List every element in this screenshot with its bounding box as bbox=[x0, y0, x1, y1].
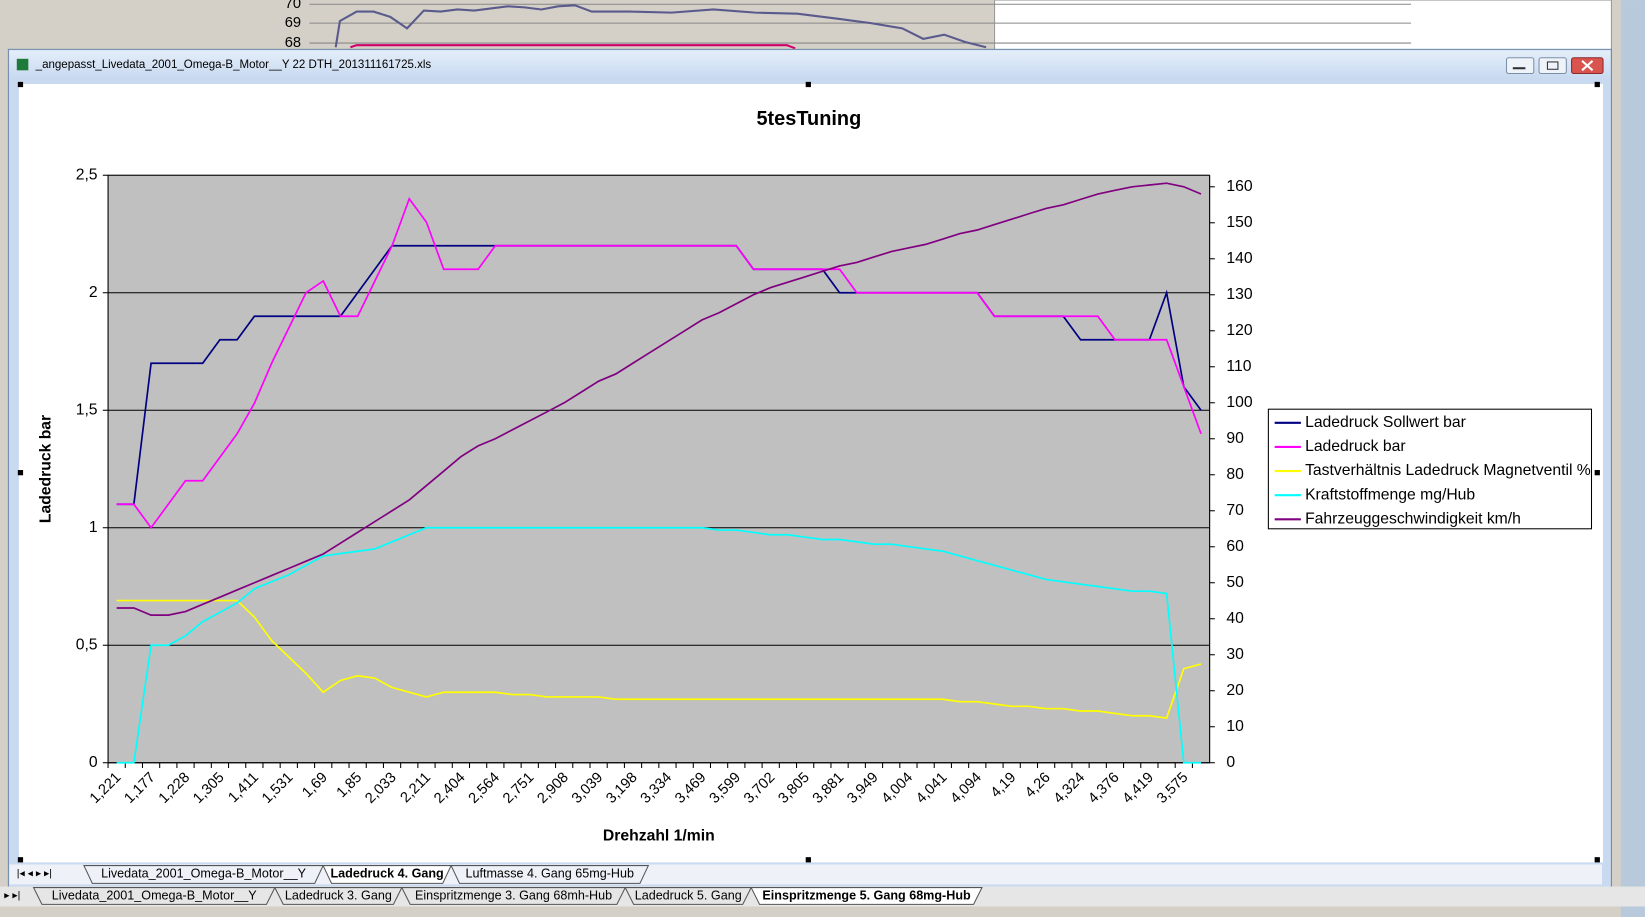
close-icon bbox=[1581, 60, 1594, 72]
restore-icon bbox=[1546, 61, 1559, 70]
background-tab-label[interactable]: Livedata_2001_Omega-B_Motor__Y bbox=[52, 888, 257, 902]
background-tab[interactable] bbox=[274, 887, 403, 905]
background-tab-nav[interactable]: ▸ ▸| bbox=[4, 891, 20, 902]
title-bar bbox=[9, 50, 1611, 78]
background-tabs: Livedata_2001_Omega-B_Motor__Y Ladedruck … bbox=[32, 887, 983, 905]
y2-tick-label: 130 bbox=[1226, 286, 1252, 303]
x-axis-title: Drehzahl 1/min bbox=[603, 827, 715, 844]
y2-tick-label: 160 bbox=[1226, 178, 1252, 195]
y-tick-label: 2 bbox=[89, 284, 98, 301]
sheet-tab-label[interactable]: Luftmasse 4. Gang 65mg-Hub bbox=[465, 866, 634, 880]
background-tab[interactable] bbox=[750, 887, 983, 905]
chart-title: 5tesTuning bbox=[756, 108, 861, 130]
y2-tick-label: 140 bbox=[1226, 250, 1252, 267]
tab-nav[interactable]: |◂ ◂ ▸ ▸| bbox=[17, 869, 52, 880]
sheet-tab-label[interactable]: Livedata_2001_Omega-B_Motor__Y bbox=[101, 866, 306, 880]
handle bbox=[805, 857, 811, 863]
background-window bbox=[994, 0, 1612, 51]
handle bbox=[805, 81, 811, 88]
legend-label: Tastverhältnis Ladedruck Magnetventil % bbox=[1305, 462, 1591, 479]
minimize-icon bbox=[1512, 67, 1526, 70]
legend-label: Fahrzeuggeschwindigkeit km/h bbox=[1305, 511, 1521, 528]
y2-tick-label: 50 bbox=[1226, 574, 1244, 591]
y2-tick-label: 20 bbox=[1226, 682, 1244, 699]
series-line bbox=[116, 196, 1202, 530]
background-tick-label: 68 bbox=[285, 35, 301, 51]
background-line bbox=[334, 4, 987, 49]
y-tick-label: 0 bbox=[89, 754, 98, 771]
y2-tick-label: 0 bbox=[1226, 754, 1235, 771]
handle bbox=[1594, 857, 1600, 863]
background-edge bbox=[1620, 0, 1645, 917]
plot: 0 0,5 1 1,5 2 2,5 0 10 20 30 40 50 60 70 80 90 100 110 120… bbox=[76, 166, 1253, 806]
legend-label: Ladedruck Sollwert bar bbox=[1305, 414, 1466, 431]
plot-background bbox=[107, 174, 1211, 764]
sheet-tab-label[interactable]: Ladedruck 4. Gang bbox=[331, 866, 444, 880]
sheet-tab[interactable] bbox=[322, 865, 452, 884]
window-controls bbox=[1505, 57, 1604, 75]
sheet-tab[interactable] bbox=[83, 865, 324, 884]
sheet-tabs: Livedata_2001_Omega-B_Motor__Y Ladedruck … bbox=[83, 865, 650, 884]
legend-entries: Ladedruck Sollwert bar Ladedruck bar Tastv… bbox=[1274, 414, 1591, 528]
y-tick-label: 1,5 bbox=[76, 401, 98, 418]
background-tab-label[interactable]: Einspritzmenge 3. Gang 68mh-Hub bbox=[415, 888, 612, 902]
y2-tick-label: 100 bbox=[1226, 394, 1252, 411]
background-tab[interactable] bbox=[400, 887, 627, 905]
background-line bbox=[350, 44, 796, 50]
y2-tick-label: 150 bbox=[1226, 214, 1252, 231]
background-tab-label[interactable]: Ladedruck 5. Gang bbox=[635, 888, 742, 902]
handle bbox=[17, 470, 24, 476]
handle bbox=[17, 81, 24, 88]
y-axis-title: Ladedruck bar bbox=[37, 415, 54, 523]
y2-tick-label: 70 bbox=[1226, 502, 1244, 519]
window-title: _angepasst_Livedata_2001_Omega-B_Motor__… bbox=[35, 59, 432, 71]
series-line bbox=[116, 182, 1202, 616]
y2-tick-label: 30 bbox=[1226, 646, 1244, 663]
y2-tick-label: 10 bbox=[1226, 718, 1244, 735]
y2-tick-label: 40 bbox=[1226, 610, 1244, 627]
background-tab[interactable] bbox=[624, 887, 753, 905]
y2-tick-label: 110 bbox=[1226, 358, 1251, 375]
handle bbox=[1594, 470, 1600, 476]
handle bbox=[1594, 81, 1600, 88]
series-line bbox=[116, 599, 1202, 719]
excel-icon bbox=[16, 58, 29, 71]
series-line bbox=[116, 526, 1202, 764]
y-tick-label: 0,5 bbox=[76, 636, 98, 653]
y2-tick-label: 90 bbox=[1226, 430, 1244, 447]
background-tab-label[interactable]: Ladedruck 3. Gang bbox=[285, 888, 392, 902]
background-tick-label: 70 bbox=[285, 0, 301, 12]
sheet-tab[interactable] bbox=[450, 865, 650, 884]
legend-label: Ladedruck bar bbox=[1305, 438, 1406, 455]
selection-handles bbox=[17, 81, 1600, 863]
background-chart: 70 69 68 bbox=[285, 0, 1412, 51]
background-tab[interactable] bbox=[32, 887, 276, 905]
y-tick-label: 2,5 bbox=[76, 166, 98, 183]
legend bbox=[1267, 408, 1593, 530]
background-tab-label[interactable]: Einspritzmenge 5. Gang 68mg-Hub bbox=[762, 888, 971, 902]
handle bbox=[17, 857, 24, 863]
restore-button[interactable] bbox=[1538, 57, 1567, 75]
y-tick-label: 1 bbox=[89, 519, 98, 536]
minimize-button[interactable] bbox=[1505, 57, 1535, 75]
legend-label: Kraftstoffmenge mg/Hub bbox=[1305, 486, 1475, 503]
y2-tick-label: 80 bbox=[1226, 466, 1244, 483]
y2-tick-label: 120 bbox=[1226, 322, 1252, 339]
y2-tick-label: 60 bbox=[1226, 538, 1244, 555]
background-tick-label: 69 bbox=[285, 15, 301, 31]
